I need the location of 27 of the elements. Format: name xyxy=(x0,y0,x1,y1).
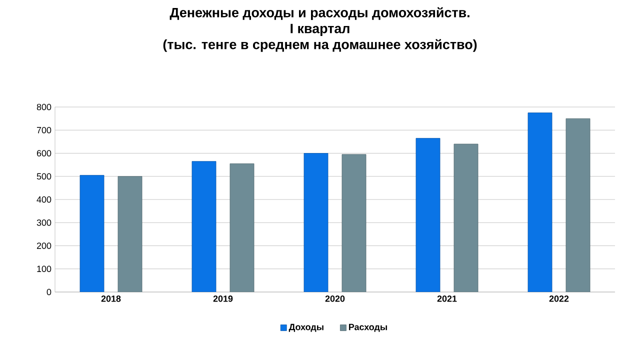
y-tick-label: 300 xyxy=(36,219,52,226)
x-tick-label: 2018 xyxy=(101,296,121,302)
y-tick-label: 200 xyxy=(36,242,52,249)
bar xyxy=(80,175,104,292)
y-tick-label: 400 xyxy=(36,196,52,203)
bar xyxy=(118,176,142,292)
legend-label: Расходы xyxy=(349,324,387,332)
bar xyxy=(566,118,590,292)
x-tick-label: 2019 xyxy=(213,296,233,302)
bar xyxy=(454,144,478,292)
y-tick-label: 700 xyxy=(36,126,52,134)
y-tick-label: 0 xyxy=(46,288,52,296)
legend-label: Доходы xyxy=(288,324,324,332)
y-tick-label: 100 xyxy=(37,266,52,272)
y-tick-label: 800 xyxy=(36,104,52,110)
bar xyxy=(342,154,366,292)
x-tick-label: 2022 xyxy=(549,296,569,302)
y-tick-label: 500 xyxy=(36,173,52,180)
x-tick-label: 2020 xyxy=(325,296,345,302)
bar xyxy=(416,138,440,292)
y-tick-label: 600 xyxy=(36,150,52,156)
bar xyxy=(528,112,552,292)
chart-title: Денежные доходы и расходы домохозяйств. I квартал (тыс. тенге в среднем на домашнее хозяйство) xyxy=(163,7,477,52)
bar xyxy=(192,161,216,292)
x-tick-label: 2021 xyxy=(437,296,457,302)
bar xyxy=(304,153,328,292)
bar xyxy=(230,163,254,292)
